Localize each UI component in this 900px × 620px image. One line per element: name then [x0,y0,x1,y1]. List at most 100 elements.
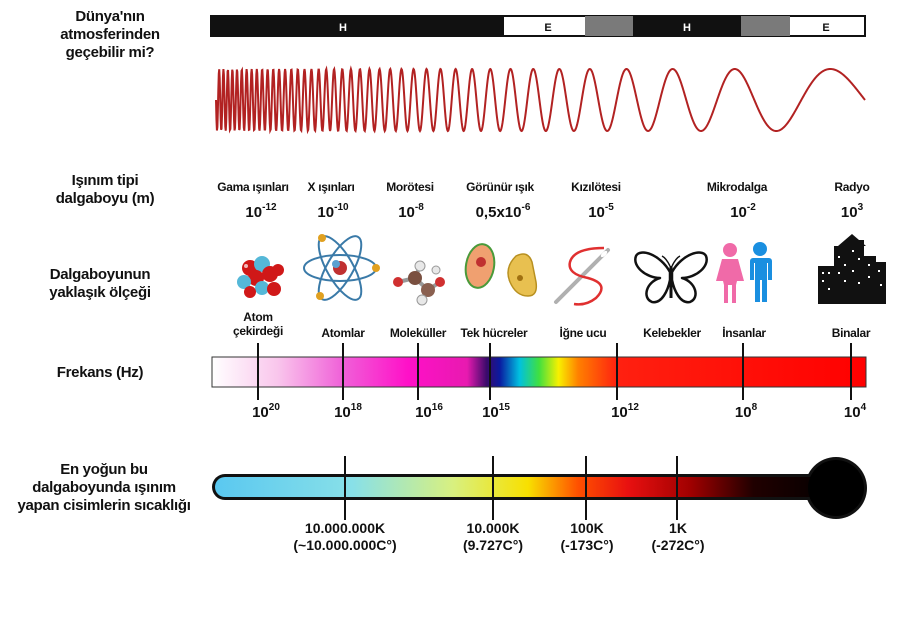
type-row-label: Işınım tipi dalgaboyu (m) [25,172,185,208]
scale-buildings: Binalar [831,326,871,340]
temperature-row-label: En yoğun bu dalgaboyunda ışınım yapan ci… [0,461,208,515]
wavelength-exponent: 3 [857,202,864,213]
scale-row-label: Dalgaboyunun yaklaşık ölçeği [20,266,180,302]
frequency-exponent: 4 [860,402,867,413]
frequency-ticks [257,343,852,400]
scale-butterflies: Kelebekler [643,326,701,340]
type-microwave: Mikrodalga [706,180,768,194]
atmosphere-label-line: Dünya'nın [75,8,145,25]
frequency-label: 108 [711,402,781,421]
scale-humans: İnsanlar [722,326,766,340]
wavelength-exponent: -2 [746,202,756,213]
scale-nucleus: Atom çekirdeği [203,310,313,338]
nucleus-icon [237,256,284,298]
temperature-kelvin: 100K [570,520,604,536]
wavelength-infrared: 10-5 [546,202,656,221]
cell-icon [464,243,538,297]
type-label-line: dalgaboyu (m) [55,190,155,207]
temperature-label-line: dalgaboyunda ışınım [32,479,176,496]
people-icon [716,242,772,303]
frequency-base: 10 [734,404,752,421]
wavelength-base: 0,5x10 [475,204,522,221]
atmosphere-segment-partial [741,16,790,36]
temperature-label: 10.000K (9.727C°) [418,520,568,554]
type-gamma: Gama ışınları [217,180,289,194]
wavelength-microwave: 10-2 [688,202,798,221]
scale-cells: Tek hücreler [460,326,528,340]
wavelength-base: 10 [730,204,747,221]
temperature-label-line: En yoğun bu [60,461,148,478]
temperature-kelvin: 10.000K [466,520,520,536]
frequency-base: 10 [252,404,269,421]
temperature-celsius: (-173C°) [560,537,614,553]
wavelength-base: 10 [398,204,415,221]
thermometer-gradient [215,477,841,497]
wavelength-visible: 0,5x10-6 [448,202,558,221]
scale-label-line: Dalgaboyunun [49,266,151,283]
frequency-base: 10 [415,404,432,421]
atom-icon [303,234,380,301]
temperature-celsius: (~10.000.000C°) [293,537,397,553]
frequency-exponent: 18 [350,402,362,413]
wavelength-ultraviolet: 10-8 [356,202,466,221]
frequency-row-label: Frekans (Hz) [56,364,144,381]
frequency-base: 10 [482,404,499,421]
type-radio: Radyo [834,180,870,194]
type-ultraviolet: Morötesi [386,180,434,194]
scale-atoms: Atomlar [321,326,365,340]
atmosphere-segment-opaque [211,16,504,36]
frequency-exponent: 8 [751,402,758,413]
thermometer [212,457,867,519]
frequency-base: 10 [334,404,351,421]
atmosphere-segment-partial [585,16,633,36]
buildings-icon [818,234,886,304]
wavelength-exponent: -8 [414,202,424,213]
butterfly-icon [634,251,708,304]
temperature-label: 100K (-173C°) [512,520,662,554]
molecule-icon [393,260,445,306]
atmosphere-label-h: H [683,22,691,34]
atmosphere-label-e: E [544,22,551,34]
atmosphere-label-h: H [339,22,347,34]
frequency-exponent: 20 [268,402,280,413]
wavelength-base: 10 [245,204,263,221]
wavelength-exponent: -5 [604,202,614,213]
wavelength-radio: 103 [797,202,900,221]
frequency-label: 1012 [590,402,660,421]
wavelength-base: 10 [840,204,858,221]
temperature-kelvin: 1K [669,520,687,536]
temperature-label: 1K (-272C°) [603,520,753,554]
atmosphere-bar: H E H E [210,15,866,37]
temperature-celsius: (9.727C°) [462,537,524,553]
em-wave [215,65,866,135]
frequency-label: 1016 [394,402,464,421]
wavelength-exponent: -12 [262,202,277,213]
frequency-exponent: 16 [431,402,443,413]
frequency-label: 1015 [461,402,531,421]
type-xray: X ışınları [307,180,355,194]
temperature-label: 10.000.000K (~10.000.000C°) [270,520,420,554]
atmosphere-label-e: E [822,22,829,34]
frequency-base: 10 [611,404,628,421]
temperature-celsius: (-272C°) [651,537,705,553]
wavelength-gamma: 10-12 [206,202,316,221]
needle-icon [554,246,610,306]
wavelength-exponent: -10 [334,202,349,213]
type-infrared: Kızılötesi [571,180,621,194]
scale-molecules: Moleküller [389,326,447,340]
atmosphere-segment-opaque [633,16,741,36]
temperature-label-line: yapan cisimlerin sıcaklığı [17,497,191,514]
frequency-label: 1020 [231,402,301,421]
frequency-label: 1018 [313,402,383,421]
thermometer-bulb-fill [808,460,864,516]
wavelength-base: 10 [317,204,335,221]
frequency-spectrum-bar [211,356,867,388]
atmosphere-label-line: atmosferinden [60,26,160,43]
frequency-exponent: 12 [627,402,639,413]
temperature-kelvin: 10.000.000K [304,520,386,536]
atmosphere-label-line: geçebilir mi? [65,44,155,61]
scale-label-line: çekirdeği [233,324,283,338]
wavelength-exponent: -6 [521,202,531,213]
wavelength-xray: 10-10 [278,202,388,221]
